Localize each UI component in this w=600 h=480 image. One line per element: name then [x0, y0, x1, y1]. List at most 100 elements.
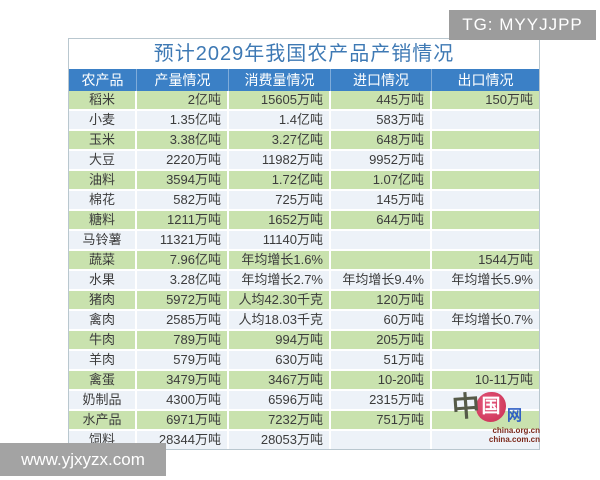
cell-production: 3594万吨: [137, 171, 229, 189]
table-row: 牛肉 789万吨 994万吨 205万吨: [69, 331, 539, 351]
cell-production: 2亿吨: [137, 91, 229, 109]
table-row: 稻米 2亿吨 15605万吨 445万吨 150万吨: [69, 91, 539, 111]
cell-product: 羊肉: [69, 351, 137, 369]
cell-import: 60万吨: [331, 311, 432, 329]
cell-consumption: 7232万吨: [229, 411, 331, 429]
table-row: 水产品 6971万吨 7232万吨 751万吨: [69, 411, 539, 431]
cell-import: [331, 431, 432, 449]
cell-export: [432, 211, 539, 229]
cell-export: [432, 171, 539, 189]
cell-product: 稻米: [69, 91, 137, 109]
cell-export: [432, 331, 539, 349]
table-row: 小麦 1.35亿吨 1.4亿吨 583万吨: [69, 111, 539, 131]
header-export: 出口情况: [457, 72, 514, 88]
cell-consumption: 年均增长1.6%: [229, 251, 331, 269]
cell-product: 小麦: [69, 111, 137, 129]
cell-import: 年均增长9.4%: [331, 271, 432, 289]
cell-import: 583万吨: [331, 111, 432, 129]
cell-product: 马铃薯: [69, 231, 137, 249]
table-row: 奶制品 4300万吨 6596万吨 2315万吨: [69, 391, 539, 411]
cell-import: 1.07亿吨: [331, 171, 432, 189]
cell-export: [432, 131, 539, 149]
cell-production: 789万吨: [137, 331, 229, 349]
cell-product: 糖料: [69, 211, 137, 229]
table-row: 糖料 1211万吨 1652万吨 644万吨: [69, 211, 539, 231]
table-row: 禽蛋 3479万吨 3467万吨 10-20吨 10-11万吨: [69, 371, 539, 391]
tg-watermark: TG: MYYJJPP: [449, 10, 596, 40]
cell-product: 猪肉: [69, 291, 137, 309]
table-row: 油料 3594万吨 1.72亿吨 1.07亿吨: [69, 171, 539, 191]
cell-import: 120万吨: [331, 291, 432, 309]
cell-import: 751万吨: [331, 411, 432, 429]
cell-production: 6971万吨: [137, 411, 229, 429]
cell-export: 1544万吨: [478, 252, 533, 267]
table-title: 预计2029年我国农产品产销情况: [69, 39, 539, 69]
cell-consumption: 994万吨: [229, 331, 331, 349]
cell-export: [432, 191, 539, 209]
logo-char-zhong: 中: [450, 390, 482, 423]
cell-consumption: 6596万吨: [229, 391, 331, 409]
cell-consumption: 725万吨: [229, 191, 331, 209]
site-watermark: www.yjxyzx.com: [0, 443, 166, 476]
china-net-logo-characters: 中 国 网: [450, 389, 544, 425]
cell-product: 油料: [69, 171, 137, 189]
table-row: 猪肉 5972万吨 人均42.30千克 120万吨: [69, 291, 539, 311]
cell-consumption: 人均42.30千克: [229, 291, 331, 309]
cell-production: 3479万吨: [137, 371, 229, 389]
cell-consumption: 15605万吨: [229, 91, 331, 109]
cell-production: 5972万吨: [137, 291, 229, 309]
cell-export: 年均增长0.7%: [451, 312, 533, 327]
header-import: 进口情况: [331, 69, 432, 91]
cell-export: 150万吨: [485, 92, 533, 107]
cell-production: 2220万吨: [137, 151, 229, 169]
cell-product: 奶制品: [69, 391, 137, 409]
table-body: 稻米 2亿吨 15605万吨 445万吨 150万吨 小麦 1.35亿吨 1.4亿吨 583万吨…: [69, 91, 539, 451]
cell-product: 水产品: [69, 411, 137, 429]
table-row: 饲料 28344万吨 28053万吨: [69, 431, 539, 449]
cell-import: 51万吨: [331, 351, 432, 369]
cell-product: 蔬菜: [69, 251, 137, 269]
cell-export: [432, 111, 539, 129]
cell-production: 3.28亿吨: [137, 271, 229, 289]
logo-url-org: china.org.cn: [492, 426, 540, 435]
cell-import: 644万吨: [331, 211, 432, 229]
cell-consumption: 3467万吨: [229, 371, 331, 389]
cell-consumption: 3.27亿吨: [229, 131, 331, 149]
cell-export: 10-11万吨: [474, 372, 533, 387]
cell-production: 28344万吨: [137, 431, 229, 449]
cell-product: 禽肉: [69, 311, 137, 329]
header-product: 农产品: [69, 69, 137, 91]
header-consumption: 消费量情况: [229, 69, 331, 91]
agri-products-table: 预计2029年我国农产品产销情况 农产品 产量情况 消费量情况 进口情况 出口情…: [68, 38, 540, 450]
cell-consumption: 人均18.03千克: [229, 311, 331, 329]
cell-production: 579万吨: [137, 351, 229, 369]
table-row: 玉米 3.38亿吨 3.27亿吨 648万吨: [69, 131, 539, 151]
table-header-row: 农产品 产量情况 消费量情况 进口情况 出口情况: [69, 69, 539, 91]
cell-export: 年均增长5.9%: [451, 272, 533, 287]
cell-consumption: 11140万吨: [229, 231, 331, 249]
cell-import: 10-20吨: [331, 371, 432, 389]
cell-import: 205万吨: [331, 331, 432, 349]
cell-product: 玉米: [69, 131, 137, 149]
table-row: 马铃薯 11321万吨 11140万吨: [69, 231, 539, 251]
cell-product: 水果: [69, 271, 137, 289]
cell-consumption: 1.72亿吨: [229, 171, 331, 189]
cell-export: [432, 151, 539, 169]
cell-consumption: 1652万吨: [229, 211, 331, 229]
cell-production: 3.38亿吨: [137, 131, 229, 149]
cell-import: [331, 251, 432, 269]
cell-import: 9952万吨: [331, 151, 432, 169]
header-production: 产量情况: [137, 69, 229, 91]
table-row: 禽肉 2585万吨 人均18.03千克 60万吨 年均增长0.7%: [69, 311, 539, 331]
cell-consumption: 11982万吨: [229, 151, 331, 169]
table-row: 大豆 2220万吨 11982万吨 9952万吨: [69, 151, 539, 171]
logo-char-guo: 国: [476, 392, 507, 422]
logo-char-wang: 网: [507, 407, 523, 424]
table-row: 水果 3.28亿吨 年均增长2.7% 年均增长9.4% 年均增长5.9%: [69, 271, 539, 291]
logo-url-com: china.com.cn: [488, 435, 540, 444]
cell-production: 1211万吨: [137, 211, 229, 229]
cell-consumption: 年均增长2.7%: [229, 271, 331, 289]
cell-production: 2585万吨: [137, 311, 229, 329]
cell-production: 4300万吨: [137, 391, 229, 409]
